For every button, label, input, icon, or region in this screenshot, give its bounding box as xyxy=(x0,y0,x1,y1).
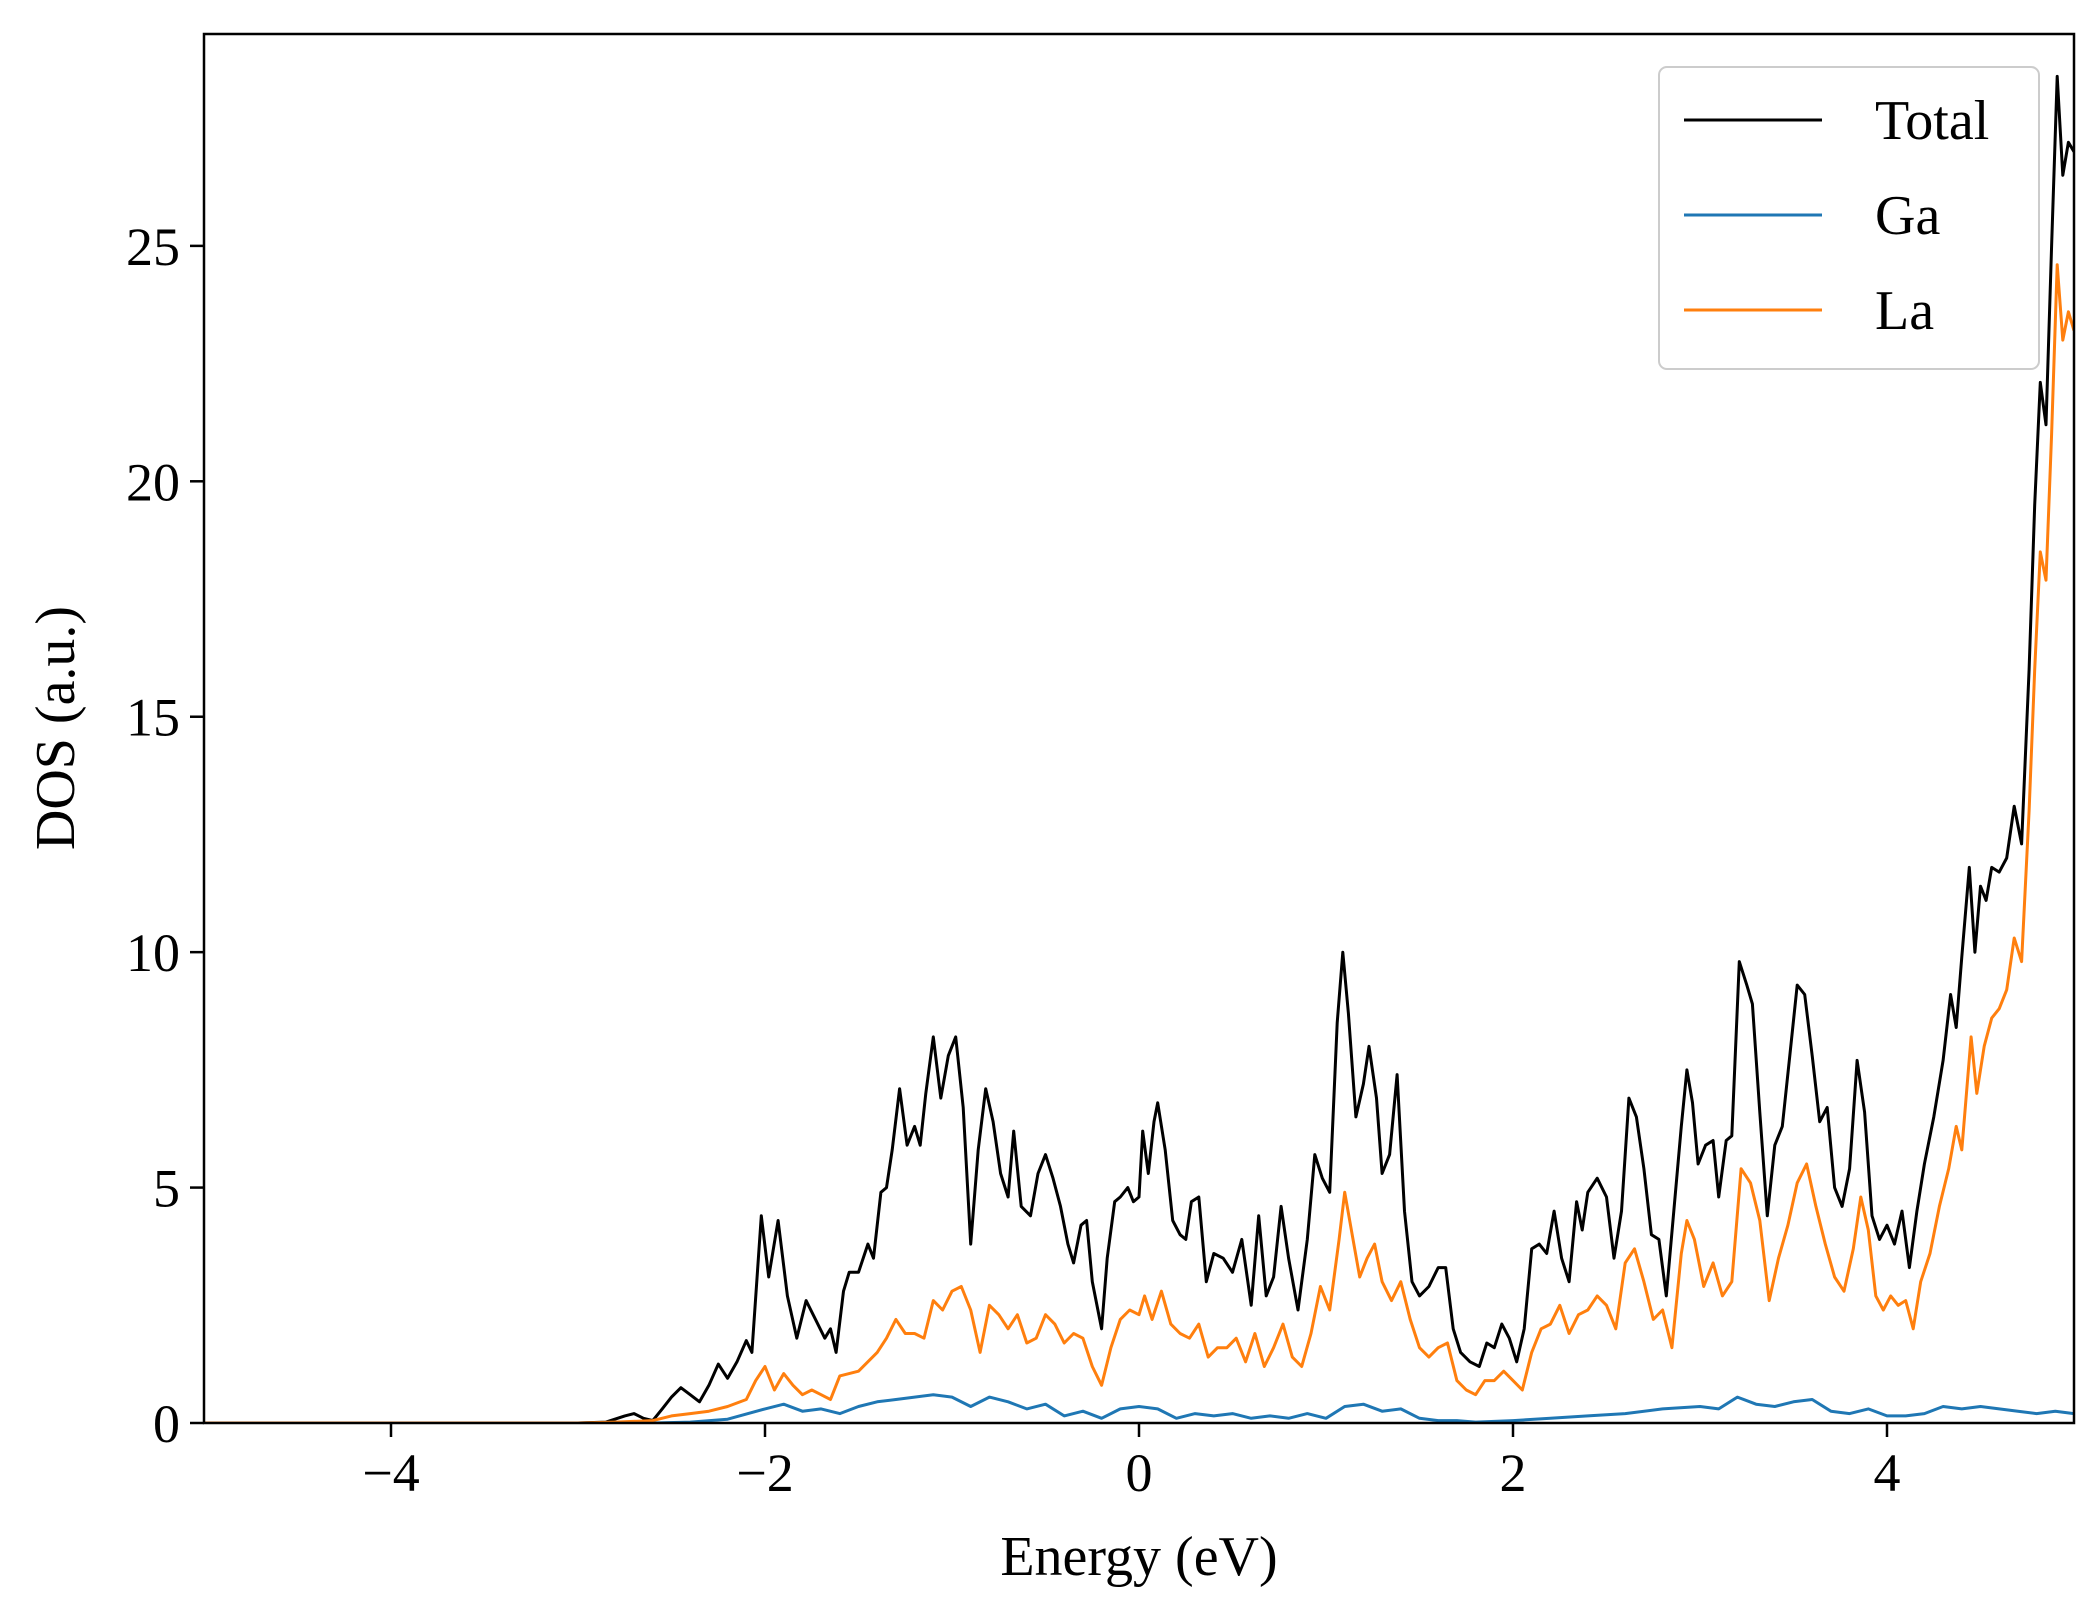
series-line-la xyxy=(204,263,2074,1423)
legend-frame xyxy=(1658,66,2040,370)
legend-label-total: Total xyxy=(1875,90,1989,152)
series-line-ga xyxy=(204,1393,2074,1423)
series-line-total xyxy=(204,74,2074,1423)
x-tick-label: −4 xyxy=(362,1443,419,1503)
legend: Total Ga La xyxy=(1658,66,2040,370)
y-tick-label: 10 xyxy=(126,923,180,983)
x-axis-label: Energy (eV) xyxy=(1000,1526,1277,1588)
x-tick-label: 0 xyxy=(1126,1443,1153,1503)
x-tick-label: 2 xyxy=(1500,1443,1527,1503)
series-layer xyxy=(204,74,2074,1423)
y-tick-label: 5 xyxy=(153,1159,180,1219)
legend-label-ga: Ga xyxy=(1875,185,1940,247)
x-axis: −4 −2 0 2 4 xyxy=(362,1423,1901,1503)
y-tick-label: 0 xyxy=(153,1394,180,1454)
y-tick-label: 25 xyxy=(126,217,180,277)
legend-label-la: La xyxy=(1875,280,1934,342)
y-axis-label: DOS (a.u.) xyxy=(25,606,87,850)
y-tick-label: 20 xyxy=(126,452,180,512)
x-tick-label: −2 xyxy=(736,1443,793,1503)
y-tick-label: 15 xyxy=(126,688,180,748)
y-axis: 0 5 10 15 20 25 xyxy=(126,217,204,1454)
x-tick-label: 4 xyxy=(1874,1443,1901,1503)
